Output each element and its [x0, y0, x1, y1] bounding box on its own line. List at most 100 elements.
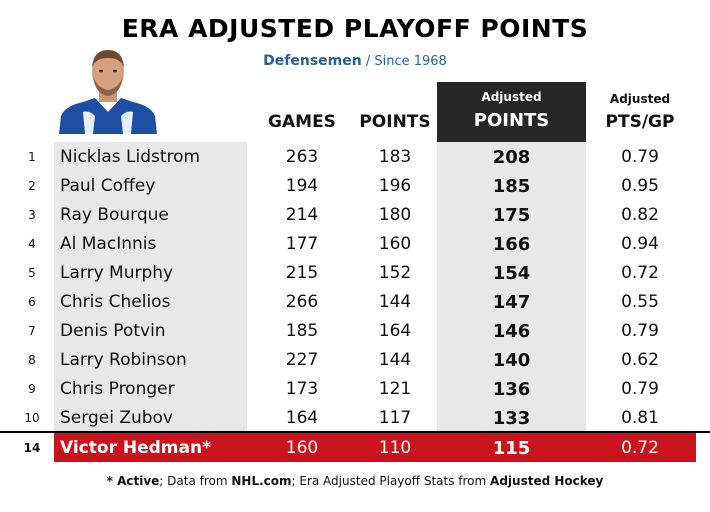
player-name-cell: Victor Hedman*: [60, 438, 211, 458]
player-name-cell: Larry Murphy: [60, 263, 174, 283]
footer-text-2: ; Era Adjusted Playoff Stats from: [291, 474, 491, 488]
rank-cell: 9: [28, 382, 36, 396]
rank-cell: 5: [28, 266, 36, 280]
adjusted-points-cell: 140: [492, 350, 531, 371]
rank-cell: 2: [28, 179, 36, 193]
rank-cell: 3: [28, 208, 36, 222]
adjusted-points-cell: 166: [492, 234, 531, 255]
chart-subtitle: Defensemen / Since 1968: [0, 53, 710, 69]
rank-cell: 8: [28, 353, 36, 367]
points-header: POINTS: [359, 112, 431, 132]
adjusted-points-cell: 154: [492, 263, 531, 284]
table-row: 6 Chris Chelios 266 144 147 0.55: [0, 287, 710, 316]
games-header: GAMES: [268, 112, 336, 132]
adjusted-pts-per-gp-cell: 0.79: [621, 379, 659, 399]
adjusted-pts-per-gp-cell: 0.94: [621, 234, 659, 254]
highlight-bar: [54, 433, 696, 462]
player-name-cell: Ray Bourque: [60, 205, 169, 225]
games-cell: 214: [285, 205, 319, 225]
player-name-cell: Chris Pronger: [60, 379, 175, 399]
rank-cell: 1: [28, 150, 36, 164]
adjusted-points-header-small: Adjusted: [481, 90, 542, 104]
adjusted-points-cell: 133: [492, 408, 531, 429]
subtitle-main: Defensemen: [263, 53, 362, 69]
adjusted-points-header-big: POINTS: [473, 110, 550, 131]
table-row: 8 Larry Robinson 227 144 140 0.62: [0, 345, 710, 374]
pts-per-gp-header-big: PTS/GP: [605, 112, 675, 132]
points-cell: 121: [378, 379, 412, 399]
highlight-row: 14 Victor Hedman* 160 110 115 0.72: [0, 433, 710, 462]
rank-cell: 7: [28, 324, 36, 338]
games-cell: 215: [285, 263, 319, 283]
player-name-cell: Sergei Zubov: [60, 408, 173, 428]
footer-source-adjusted-hockey: Adjusted Hockey: [490, 474, 604, 488]
footer-source-nhl: NHL.com: [231, 474, 292, 488]
adjusted-pts-per-gp-cell: 0.81: [621, 408, 659, 428]
table-row: 7 Denis Potvin 185 164 146 0.79: [0, 316, 710, 345]
table-row: 5 Larry Murphy 215 152 154 0.72: [0, 258, 710, 287]
rank-cell: 4: [28, 237, 36, 251]
name-column-band: [54, 142, 247, 431]
footer-text-1: ; Data from: [159, 474, 232, 488]
adjusted-points-cell: 175: [492, 205, 531, 226]
player-name-cell: Larry Robinson: [60, 350, 187, 370]
adjusted-points-cell: 136: [492, 379, 531, 400]
table-row: 4 Al MacInnis 177 160 166 0.94: [0, 229, 710, 258]
adjusted-points-column-band: [437, 142, 586, 431]
rank-cell: 6: [28, 295, 36, 309]
adjusted-points-cell: 146: [492, 321, 531, 342]
points-cell: 164: [378, 321, 412, 341]
points-cell: 152: [378, 263, 412, 283]
footer-note: * Active; Data from NHL.com; Era Adjuste…: [0, 474, 710, 488]
adjusted-pts-per-gp-cell: 0.79: [621, 147, 659, 167]
player-name-cell: Nicklas Lidstrom: [60, 147, 201, 167]
adjusted-points-cell: 208: [492, 147, 531, 168]
adjusted-points-cell: 147: [492, 292, 531, 313]
adjusted-pts-per-gp-cell: 0.95: [621, 176, 659, 196]
player-name-cell: Chris Chelios: [60, 292, 171, 312]
points-cell: 117: [378, 408, 412, 428]
adjusted-points-cell: 185: [492, 176, 531, 197]
games-cell: 227: [285, 350, 319, 370]
games-cell: 194: [285, 176, 319, 196]
table-row: 2 Paul Coffey 194 196 185 0.95: [0, 171, 710, 200]
points-cell: 110: [378, 438, 412, 458]
table-row: 1 Nicklas Lidstrom 263 183 208 0.79: [0, 142, 710, 171]
player-photo: [59, 50, 157, 134]
points-cell: 180: [378, 205, 412, 225]
games-cell: 185: [285, 321, 319, 341]
adjusted-pts-per-gp-cell: 0.79: [621, 321, 659, 341]
points-cell: 196: [378, 176, 412, 196]
points-cell: 144: [378, 350, 412, 370]
adjusted-points-cell: 115: [492, 438, 531, 459]
games-cell: 263: [285, 147, 319, 167]
points-cell: 183: [378, 147, 412, 167]
player-name-cell: Al MacInnis: [60, 234, 157, 254]
pts-per-gp-header-small: Adjusted: [609, 92, 671, 106]
adjusted-pts-per-gp-cell: 0.82: [621, 205, 659, 225]
adjusted-pts-per-gp-cell: 0.62: [621, 350, 659, 370]
games-cell: 177: [285, 234, 319, 254]
table-row: 3 Ray Bourque 214 180 175 0.82: [0, 200, 710, 229]
chart-title: ERA ADJUSTED PLAYOFF POINTS: [121, 14, 589, 43]
player-name-cell: Paul Coffey: [60, 176, 156, 196]
footer-active-note: * Active: [106, 474, 160, 488]
player-name-cell: Denis Potvin: [60, 321, 166, 341]
rank-cell: 10: [24, 411, 40, 425]
table-row: 9 Chris Pronger 173 121 136 0.79: [0, 374, 710, 403]
table-row: 10 Sergei Zubov 164 117 133 0.81: [0, 403, 710, 432]
points-cell: 144: [378, 292, 412, 312]
points-cell: 160: [378, 234, 412, 254]
games-cell: 266: [285, 292, 319, 312]
subtitle-separator: /: [361, 54, 375, 69]
adjusted-pts-per-gp-cell: 0.72: [621, 263, 659, 283]
adjusted-points-header: Adjusted POINTS: [437, 82, 586, 142]
games-cell: 164: [285, 408, 319, 428]
highlight-divider: [0, 431, 710, 433]
games-cell: 160: [285, 438, 319, 458]
rank-cell: 14: [23, 441, 41, 455]
adjusted-pts-per-gp-cell: 0.72: [621, 438, 659, 458]
adjusted-pts-per-gp-cell: 0.55: [621, 292, 659, 312]
games-cell: 173: [285, 379, 319, 399]
subtitle-secondary: Since 1968: [374, 54, 447, 69]
